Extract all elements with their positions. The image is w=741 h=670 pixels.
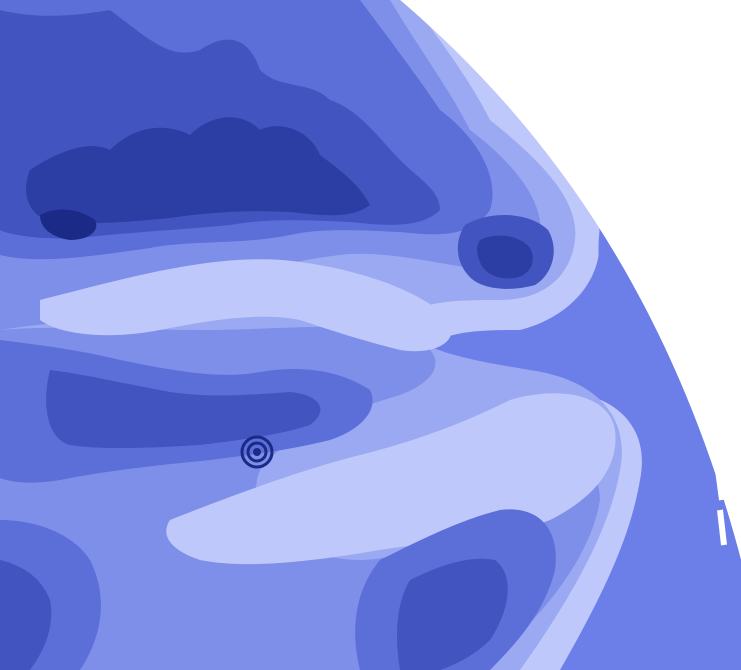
terrain-dark-north (26, 117, 370, 224)
concentric-circle-marker-icon[interactable] (240, 435, 274, 469)
terrain-pale-ridge (40, 259, 452, 352)
coastline-fragments (558, 92, 727, 546)
terrain-darkest-pocket (40, 209, 97, 240)
terrain-west-basin-inner (46, 370, 321, 449)
terrain-southeast-inner (397, 558, 508, 670)
terrain-eastern-hill-core (477, 235, 533, 279)
terrain-southwest-inner (0, 560, 52, 670)
